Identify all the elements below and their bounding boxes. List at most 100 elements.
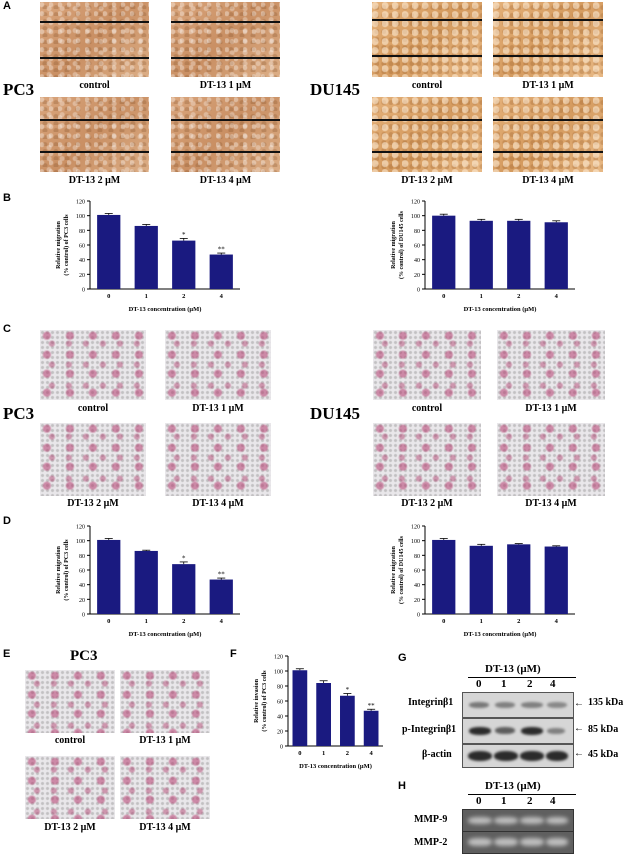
micrograph-du145-transwell-1um	[497, 330, 605, 400]
y-tick-label: 80	[277, 685, 283, 691]
y-tick-label: 20	[414, 598, 420, 604]
significance-mark: *	[346, 686, 350, 694]
significance-mark: *	[182, 554, 186, 562]
blot-h-row-label: MMP-9	[414, 814, 448, 825]
y-tick-label: 120	[76, 525, 85, 531]
y-tick-label: 80	[414, 554, 420, 560]
x-axis-label: DT-13 concentration (μM)	[464, 306, 537, 313]
micrograph-du145-transwell-4um	[497, 423, 605, 496]
micrograph-pc3-invasion-2um	[25, 756, 115, 819]
blot-g-kda: 135 kDa	[588, 697, 624, 708]
bar	[363, 710, 379, 746]
y-tick-label: 120	[76, 200, 85, 206]
blot-g-row-label: p-Integrinβ1	[402, 724, 457, 735]
bar	[432, 215, 456, 289]
blot-g-lane-1: 1	[501, 678, 507, 690]
y-tick-label: 100	[411, 214, 420, 220]
label-1um: DT-13 1 μM	[139, 735, 191, 746]
y-axis-label: (% control) of DU145 cells	[398, 210, 405, 279]
micrograph-pc3-4um	[171, 97, 280, 172]
micrograph-pc3-1um	[171, 2, 280, 77]
y-axis-label: (% control) of PC3 cells	[63, 214, 70, 276]
y-tick-label: 0	[82, 613, 85, 619]
micrograph-pc3-invasion-1um	[120, 670, 210, 733]
blot-g-header: DT-13 (μM)	[485, 663, 541, 675]
y-axis-label: (% control) of PC3 cells	[261, 670, 268, 732]
panel-letter-h: H	[398, 780, 406, 792]
y-tick-label: 60	[414, 569, 420, 575]
blot-h-lane-1: 1	[501, 795, 507, 807]
label-1um: DT-13 1 μM	[525, 403, 577, 414]
label-control: control	[79, 80, 110, 91]
y-tick-label: 0	[82, 288, 85, 294]
cell-line-du145: DU145	[310, 80, 361, 99]
x-tick-label: 2	[182, 293, 185, 300]
cell-line-pc3: PC3	[3, 80, 35, 99]
y-tick-label: 60	[79, 244, 85, 250]
micrograph-pc3-invasion-4um	[120, 756, 210, 819]
micrograph-pc3-transwell-1um	[165, 330, 271, 400]
label-4um: DT-13 4 μM	[522, 175, 574, 186]
blot-h-lane-2: 2	[527, 795, 533, 807]
blot-h-header-rule	[468, 794, 576, 795]
label-4um: DT-13 4 μM	[525, 498, 577, 509]
bar	[469, 220, 493, 289]
y-tick-label: 80	[79, 229, 85, 235]
y-tick-label: 100	[76, 214, 85, 220]
y-tick-label: 20	[414, 273, 420, 279]
y-axis-label: Relative migration	[56, 545, 62, 593]
y-axis-label: Relative invasion	[254, 678, 260, 722]
blot-g-lane-0: 0	[476, 678, 482, 690]
y-axis-label: Relative migration	[56, 220, 62, 268]
y-tick-label: 0	[417, 288, 420, 294]
micrograph-du145-2um	[372, 97, 482, 172]
significance-mark: *	[182, 231, 186, 239]
panel-letter-f: F	[230, 648, 237, 660]
x-tick-label: 2	[346, 750, 349, 757]
label-1um: DT-13 1 μM	[199, 80, 252, 91]
y-tick-label: 20	[79, 273, 85, 279]
y-tick-label: 60	[414, 244, 420, 250]
panel-letter-b: B	[3, 192, 11, 204]
x-tick-label: 4	[370, 750, 374, 757]
micrograph-pc3-invasion-control	[25, 670, 115, 733]
label-control: control	[54, 735, 86, 746]
y-tick-label: 60	[277, 700, 283, 706]
label-2um: DT-13 2 μM	[401, 498, 453, 509]
micrograph-du145-transwell-2um	[373, 423, 481, 496]
x-tick-label: 1	[145, 293, 148, 300]
blot-g-header-rule	[468, 677, 576, 678]
bar	[209, 579, 233, 614]
label-4um: DT-13 4 μM	[192, 498, 244, 509]
y-tick-label: 40	[414, 583, 420, 589]
micrograph-pc3-transwell-control	[40, 330, 146, 400]
zymogram-mmp2	[462, 831, 574, 854]
panel-letter-g: G	[398, 652, 407, 664]
y-tick-label: 100	[411, 539, 420, 545]
bar	[97, 214, 121, 289]
kda-arrow-icon: ←	[574, 748, 584, 759]
micrograph-du145-1um	[493, 2, 603, 77]
bar	[134, 550, 158, 614]
x-axis-label: DT-13 concentration (μM)	[129, 631, 202, 638]
bar	[172, 564, 196, 614]
panel-letter-d: D	[3, 515, 11, 527]
label-2um: DT-13 2 μM	[68, 175, 121, 186]
significance-mark: **	[368, 702, 376, 710]
x-tick-label: 0	[107, 618, 110, 625]
label-2um: DT-13 2 μM	[67, 498, 119, 509]
y-tick-label: 40	[79, 583, 85, 589]
y-tick-label: 60	[79, 569, 85, 575]
blot-h-lane-3: 4	[550, 795, 556, 807]
x-tick-label: 1	[480, 293, 483, 300]
x-axis-label: DT-13 concentration (μM)	[464, 631, 537, 638]
blot-g-lane-3: 4	[550, 678, 556, 690]
x-tick-label: 2	[517, 293, 520, 300]
y-tick-label: 0	[417, 613, 420, 619]
bar	[134, 225, 158, 289]
label-1um: DT-13 1 μM	[522, 80, 574, 91]
x-tick-label: 4	[220, 293, 224, 300]
micrograph-pc3-transwell-4um	[165, 423, 271, 496]
label-2um: DT-13 2 μM	[401, 175, 453, 186]
